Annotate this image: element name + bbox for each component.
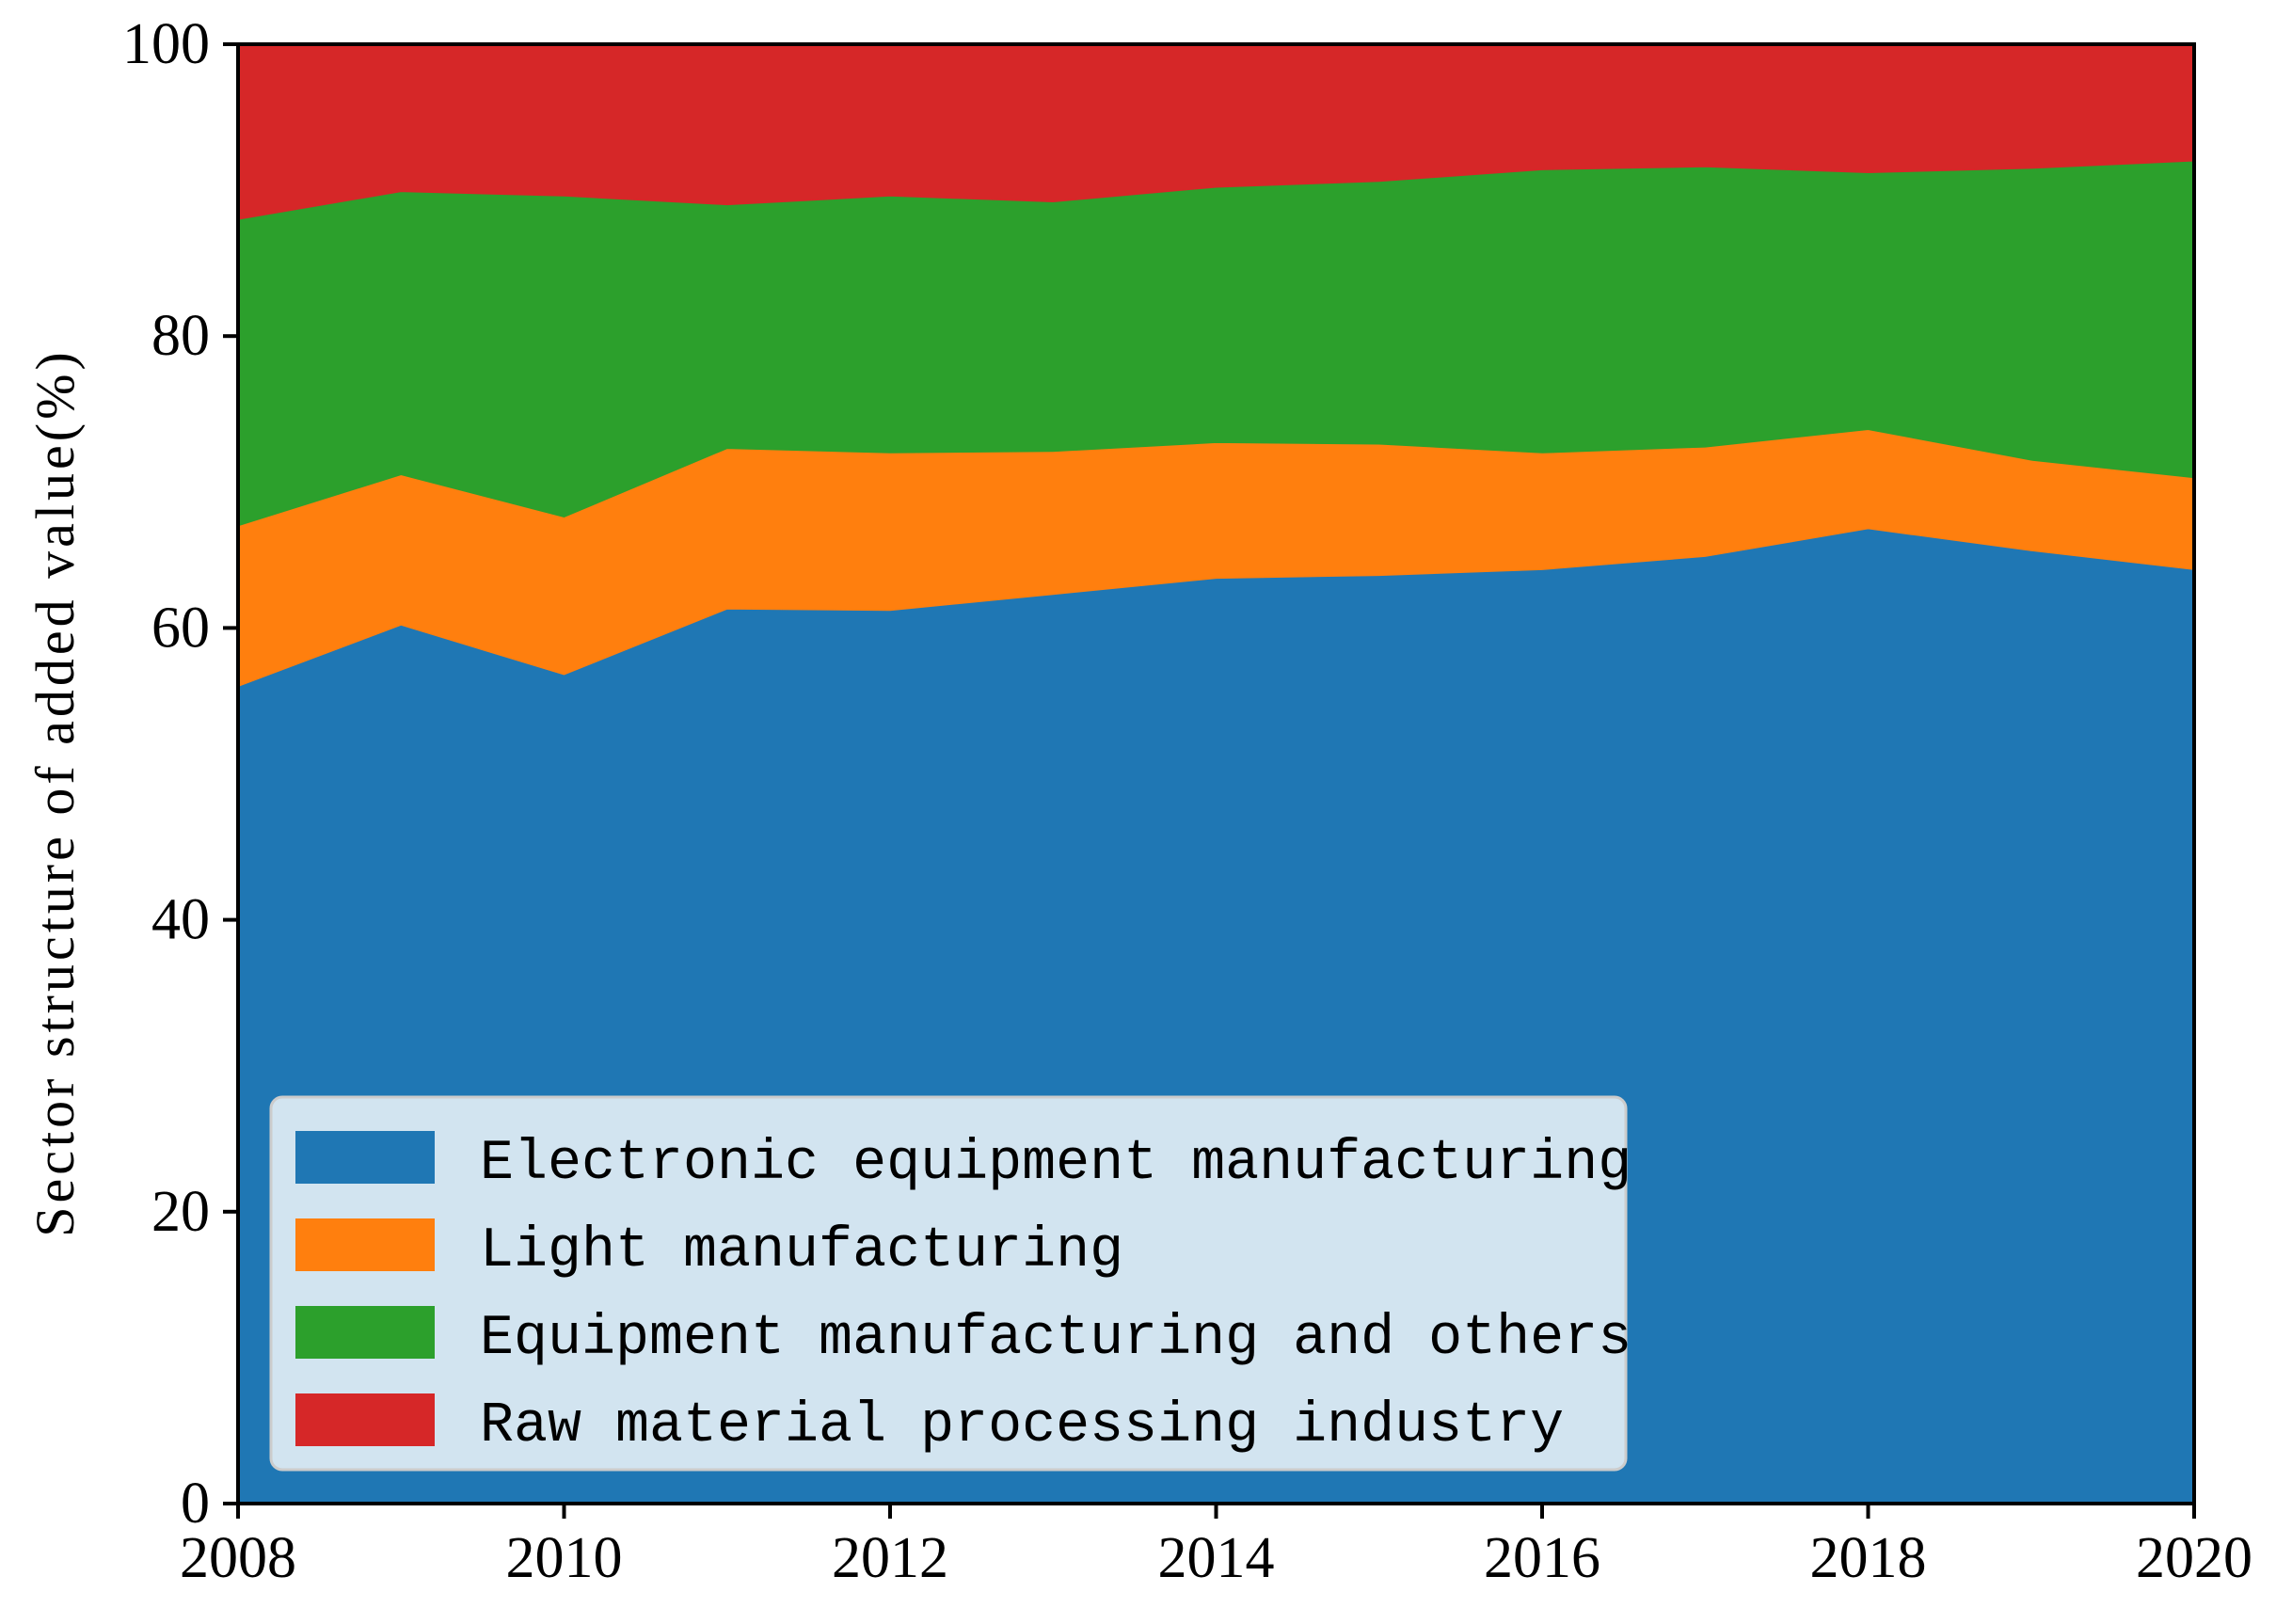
y-tick-label-100: 100: [122, 12, 210, 76]
legend-box: [269, 1095, 1628, 1472]
legend-swatch-light-manufacturing: [295, 1218, 435, 1271]
x-tick-label-2012: 2012: [832, 1526, 948, 1590]
legend-label-raw-material-processing-industry: Raw material processing industry: [480, 1394, 1564, 1458]
legend-swatch-equipment-manufacturing-and-others: [295, 1306, 435, 1359]
legend-label-electronic-equipment-manufacturing: Electronic equipment manufacturing: [480, 1132, 1631, 1196]
y-tick-label-80: 80: [151, 304, 210, 368]
legend-label-light-manufacturing: Light manufacturing: [480, 1219, 1123, 1283]
axis-ticks: 2008 2010 2012 2014 2016 2018 2020 0 20 40 60 80 100: [122, 12, 2252, 1590]
x-tick-label-2018: 2018: [1810, 1526, 1927, 1590]
y-tick-label-0: 0: [181, 1472, 210, 1536]
x-tick-label-2010: 2010: [506, 1526, 623, 1590]
y-tick-label-40: 40: [151, 888, 210, 952]
legend-label-equipment-manufacturing-and-others: Equipment manufacturing and others: [480, 1307, 1631, 1371]
y-tick-label-20: 20: [151, 1180, 210, 1244]
legend-swatch-raw-material-processing-industry: [295, 1393, 435, 1446]
x-tick-label-2020: 2020: [2136, 1526, 2252, 1590]
y-axis-label: Sector structure of added value(%): [24, 348, 86, 1236]
legend-swatch-electronic-equipment-manufacturing: [295, 1131, 435, 1184]
y-tick-label-60: 60: [151, 596, 210, 660]
legend: Electronic equipment manufacturing Light …: [269, 1095, 1631, 1472]
x-tick-label-2014: 2014: [1158, 1526, 1275, 1590]
x-tick-label-2016: 2016: [1484, 1526, 1600, 1590]
x-tick-label-2008: 2008: [180, 1526, 296, 1590]
